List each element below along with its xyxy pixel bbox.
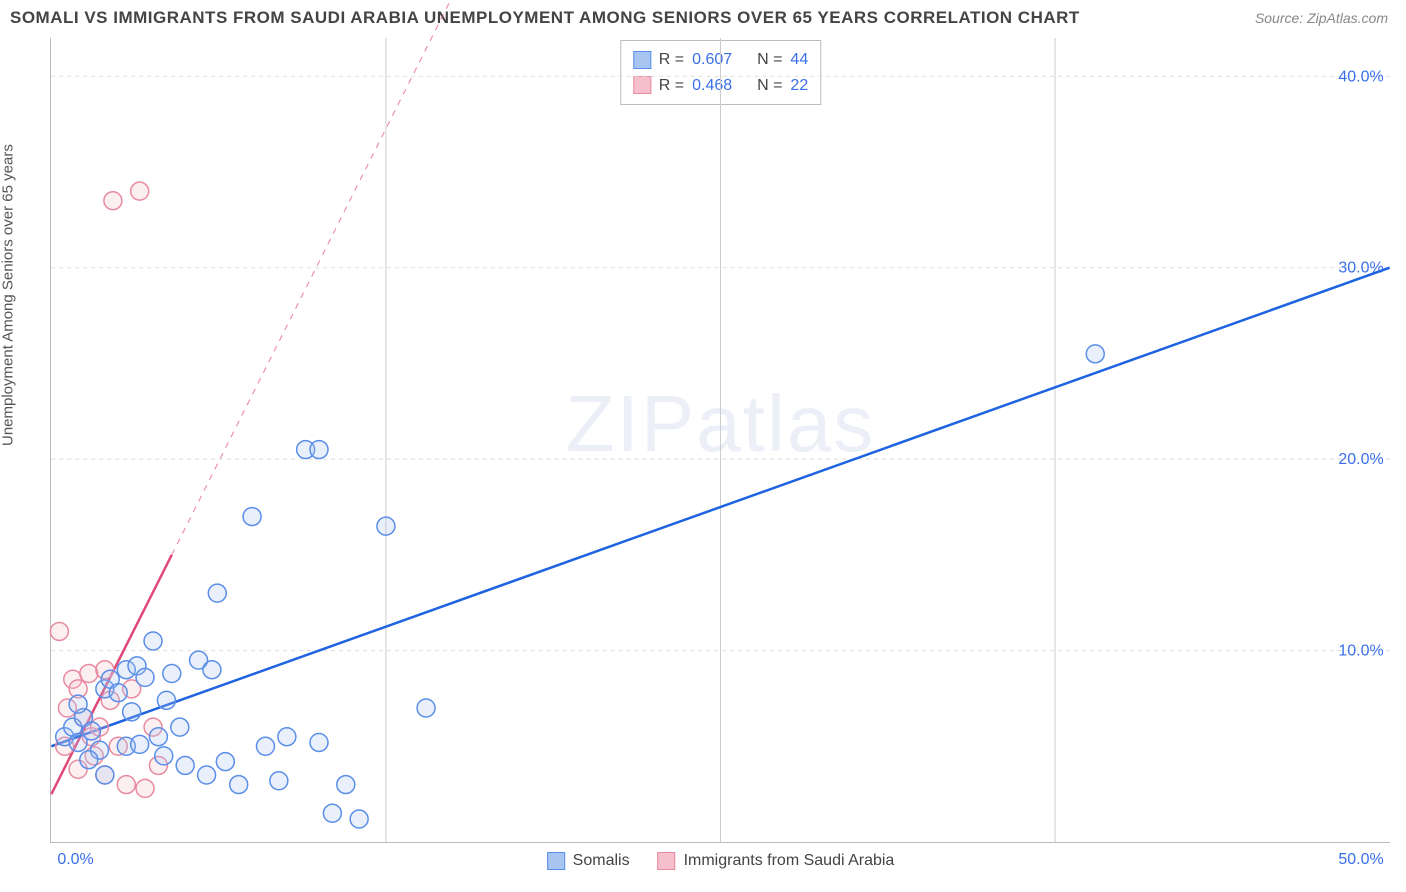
scatter-point-a — [171, 718, 189, 736]
scatter-point-a — [230, 776, 248, 794]
scatter-point-a — [243, 508, 261, 526]
scatter-point-a — [163, 665, 181, 683]
scatter-point-a — [337, 776, 355, 794]
scatter-point-a — [198, 766, 216, 784]
y-axis-label: Unemployment Among Seniors over 65 years — [0, 144, 17, 446]
scatter-point-a — [417, 699, 435, 717]
legend-label-b: Immigrants from Saudi Arabia — [684, 852, 895, 870]
scatter-point-a — [176, 756, 194, 774]
swatch-bottom-b — [658, 852, 676, 870]
scatter-point-a — [131, 735, 149, 753]
scatter-point-a — [144, 632, 162, 650]
y-tick-label: 30.0% — [1338, 260, 1383, 277]
source-attribution: Source: ZipAtlas.com — [1255, 10, 1388, 26]
scatter-point-a — [96, 766, 114, 784]
scatter-point-a — [310, 733, 328, 751]
legend-item-a: Somalis — [547, 852, 630, 870]
scatter-point-a — [208, 584, 226, 602]
scatter-point-a — [157, 691, 175, 709]
source-name: ZipAtlas.com — [1307, 10, 1388, 26]
scatter-point-b — [131, 182, 149, 200]
scatter-point-a — [149, 728, 167, 746]
scatter-point-b — [80, 665, 98, 683]
series-legend: Somalis Immigrants from Saudi Arabia — [547, 852, 895, 870]
scatter-point-b — [50, 622, 68, 640]
scatter-point-a — [216, 753, 234, 771]
scatter-point-a — [323, 804, 341, 822]
scatter-point-a — [155, 747, 173, 765]
y-tick-label: 40.0% — [1338, 68, 1383, 85]
x-tick-label: 50.0% — [1338, 851, 1383, 868]
plot-area: ZIPatlas R = 0.607 N = 44 R = 0.468 N = … — [50, 38, 1390, 843]
scatter-point-b — [104, 192, 122, 210]
scatter-point-a — [1086, 345, 1104, 363]
chart-container: SOMALI VS IMMIGRANTS FROM SAUDI ARABIA U… — [0, 0, 1406, 892]
scatter-point-a — [203, 661, 221, 679]
scatter-svg: 10.0%20.0%30.0%40.0%0.0%50.0% — [51, 38, 1390, 842]
scatter-point-a — [136, 668, 154, 686]
scatter-point-a — [310, 441, 328, 459]
scatter-point-a — [69, 695, 87, 713]
x-tick-label: 0.0% — [57, 851, 93, 868]
scatter-point-a — [109, 684, 127, 702]
swatch-bottom-a — [547, 852, 565, 870]
chart-title: SOMALI VS IMMIGRANTS FROM SAUDI ARABIA U… — [10, 8, 1080, 28]
scatter-point-a — [350, 810, 368, 828]
scatter-point-a — [278, 728, 296, 746]
y-tick-label: 10.0% — [1338, 643, 1383, 660]
scatter-point-a — [123, 703, 141, 721]
scatter-point-a — [256, 737, 274, 755]
scatter-point-a — [80, 751, 98, 769]
scatter-point-b — [136, 779, 154, 797]
scatter-point-a — [82, 722, 100, 740]
scatter-point-b — [117, 776, 135, 794]
scatter-point-a — [377, 517, 395, 535]
y-tick-label: 20.0% — [1338, 451, 1383, 468]
legend-item-b: Immigrants from Saudi Arabia — [658, 852, 895, 870]
source-label: Source: — [1255, 10, 1307, 26]
legend-label-a: Somalis — [573, 852, 630, 870]
scatter-point-a — [270, 772, 288, 790]
